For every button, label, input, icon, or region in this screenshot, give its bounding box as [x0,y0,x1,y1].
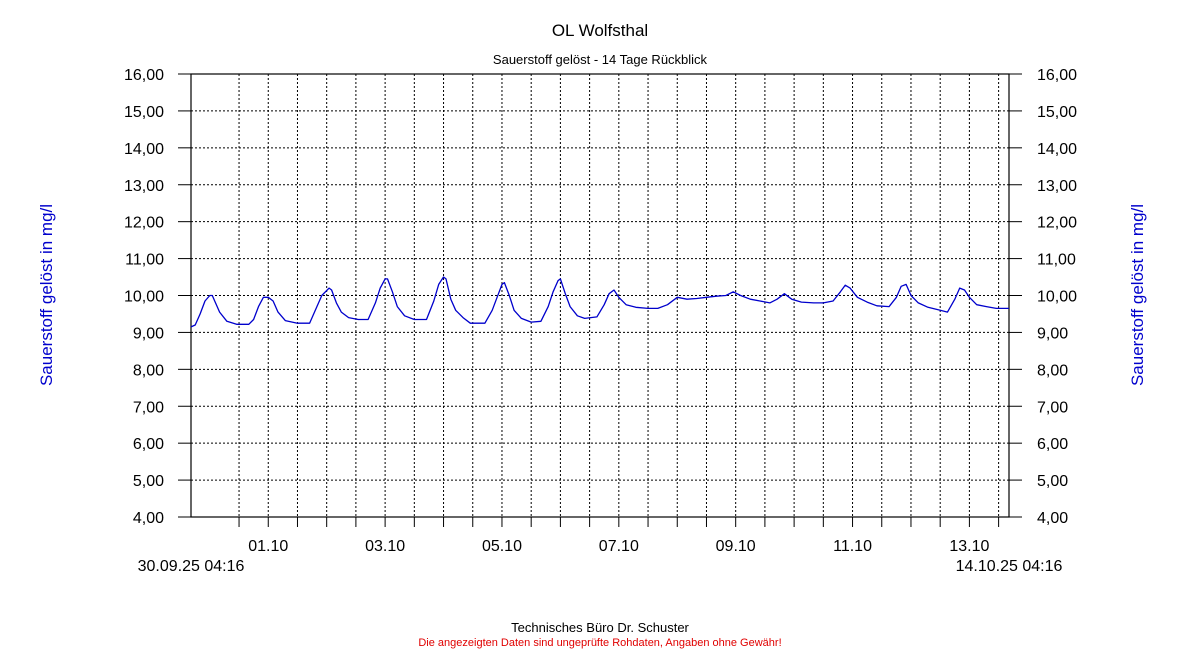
y-tick-label-left: 5,00 [133,473,164,490]
plot-frame [190,73,1010,518]
y-tick-label-left: 6,00 [133,436,164,453]
x-tick-label: 09.10 [716,538,756,555]
y-tick-label-right: 6,00 [1037,436,1068,453]
y-tick-label-right: 11,00 [1037,252,1076,269]
grid-layer [191,73,1009,518]
x-tick-label: 11.10 [833,538,872,555]
x-tick-label: 05.10 [482,538,522,555]
y-tick-label-left: 7,00 [133,399,164,416]
data-line [190,276,1009,328]
y-tick-label-right: 15,00 [1037,104,1077,121]
end-timestamp: 14.10.25 04:16 [956,558,1063,575]
footer-disclaimer: Die angezeigten Daten sind ungeprüfte Ro… [418,637,781,649]
x-tick-label: 01.10 [248,538,288,555]
y-axis-label-left: Sauerstoff gelöst in mg/l [37,204,56,386]
y-axis-label-right: Sauerstoff gelöst in mg/l [1128,204,1147,386]
y-tick-label-left: 9,00 [133,325,164,342]
series-layer [190,276,1009,328]
y-tick-label-right: 10,00 [1037,289,1077,306]
y-tick-label-left: 15,00 [124,104,164,121]
y-tick-label-right: 13,00 [1037,178,1077,195]
x-tick-label: 07.10 [599,538,639,555]
label-layer: 4,00 4,00 5,00 5,00 6,00 6,00 7,00 7,00 8,00 8,00… [124,67,1077,555]
y-tick-label-right: 5,00 [1037,473,1068,490]
y-tick-label-right: 4,00 [1037,510,1068,527]
y-tick-label-right: 7,00 [1037,399,1068,416]
y-tick-label-right: 12,00 [1037,215,1077,232]
y-tick-label-left: 13,00 [124,178,164,195]
axis-layer [178,73,1022,527]
y-tick-label-left: 11,00 [125,252,164,269]
y-tick-label-right: 8,00 [1037,362,1068,379]
chart-title: OL Wolfsthal [552,21,648,40]
footer-credit: Technisches Büro Dr. Schuster [511,620,689,635]
y-tick-label-left: 10,00 [124,289,164,306]
x-tick-label: 03.10 [365,538,405,555]
y-tick-label-right: 9,00 [1037,325,1068,342]
y-tick-label-left: 12,00 [124,215,164,232]
y-tick-label-left: 4,00 [133,510,164,527]
x-tick-label: 13.10 [949,538,989,555]
y-tick-label-left: 16,00 [124,67,164,84]
y-tick-label-right: 16,00 [1037,67,1077,84]
y-tick-label-left: 8,00 [133,362,164,379]
start-timestamp: 30.09.25 04:16 [138,558,245,575]
y-tick-label-left: 14,00 [124,141,164,158]
y-tick-label-right: 14,00 [1037,141,1077,158]
chart-subtitle: Sauerstoff gelöst - 14 Tage Rückblick [493,52,708,67]
